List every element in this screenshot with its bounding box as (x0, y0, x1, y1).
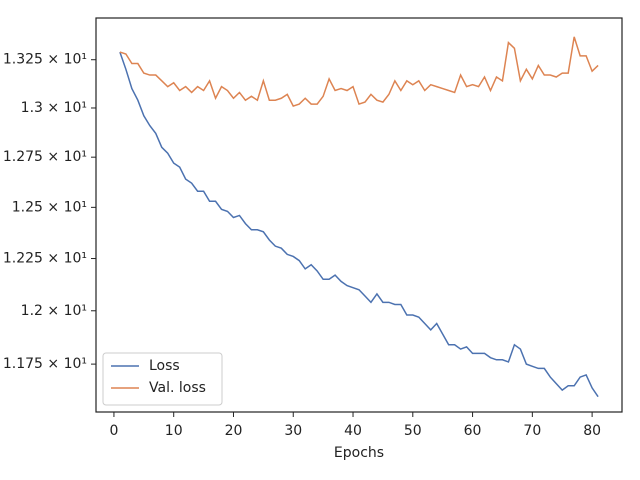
x-tick-label: 70 (523, 423, 541, 439)
legend-label: Loss (149, 358, 180, 374)
y-tick-label: 1.3 × 10¹ (21, 100, 87, 116)
x-tick-label: 20 (225, 423, 243, 439)
y-tick-label: 1.2 × 10¹ (21, 303, 87, 319)
y-tick-label: 1.175 × 10¹ (3, 356, 87, 372)
x-tick-label: 80 (583, 423, 601, 439)
x-axis-label: Epochs (334, 445, 384, 461)
line-series (119, 36, 599, 107)
y-tick-label: 1.225 × 10¹ (3, 251, 87, 267)
legend-label: Val. loss (149, 380, 206, 396)
line-series (119, 51, 599, 398)
y-tick-label: 1.275 × 10¹ (3, 149, 87, 165)
x-tick-label: 40 (344, 423, 362, 439)
x-tick-label: 0 (109, 423, 118, 439)
x-tick-label: 60 (464, 423, 482, 439)
y-tick-label: 1.25 × 10¹ (12, 199, 87, 215)
y-tick-label: 1.325 × 10¹ (3, 52, 87, 68)
legend: Loss Val. loss (102, 352, 223, 406)
x-tick-label: 10 (165, 423, 183, 439)
x-tick-label: 30 (284, 423, 302, 439)
plot-frame (95, 17, 623, 413)
x-tick-label: 50 (404, 423, 422, 439)
